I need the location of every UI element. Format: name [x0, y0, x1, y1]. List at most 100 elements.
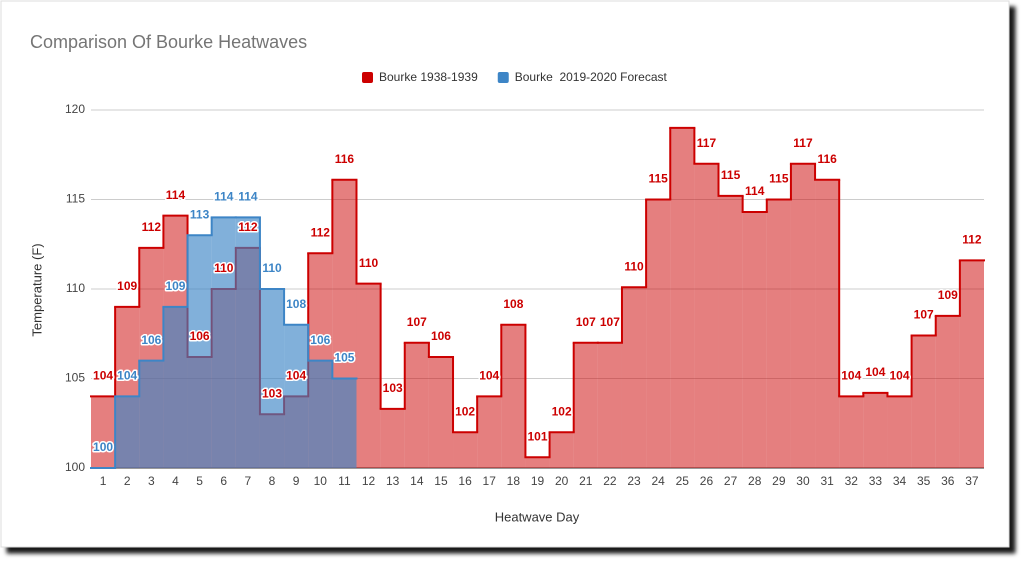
data-label: 107	[576, 315, 596, 329]
x-tick-label: 25	[676, 474, 690, 488]
step-area	[670, 127, 695, 469]
x-tick-label: 19	[531, 474, 545, 488]
data-label: 109	[117, 279, 137, 293]
x-tick-label: 18	[507, 474, 521, 488]
y-tick-label: 120	[65, 102, 85, 116]
x-tick-label: 35	[917, 474, 931, 488]
step-area	[597, 342, 622, 468]
step-area	[911, 335, 936, 468]
data-label: 112	[238, 220, 258, 234]
step-area	[211, 217, 236, 468]
data-label: 117	[697, 136, 717, 150]
data-label: 112	[962, 233, 982, 247]
x-tick-label: 17	[483, 474, 497, 488]
y-tick-label: 110	[66, 281, 85, 295]
x-tick-label: 16	[458, 474, 472, 488]
x-tick-label: 22	[603, 474, 617, 488]
data-label: 114	[166, 188, 186, 202]
legend-swatch	[362, 72, 373, 83]
x-tick-label: 20	[555, 474, 569, 488]
legend-label: Bourke 1938-1939	[379, 70, 478, 84]
data-label: 110	[624, 259, 644, 273]
data-label: 106	[190, 329, 210, 343]
data-label: 106	[310, 333, 330, 347]
data-label: 104	[117, 369, 137, 383]
x-tick-label: 15	[434, 474, 448, 488]
data-label: 116	[817, 152, 837, 166]
x-tick-label: 4	[172, 474, 179, 488]
x-tick-label: 33	[869, 474, 883, 488]
data-label: 112	[142, 220, 162, 234]
data-label: 102	[552, 404, 572, 418]
data-label: 104	[286, 369, 306, 383]
data-label: 116	[335, 152, 355, 166]
data-label: 115	[648, 172, 668, 186]
x-tick-label: 37	[965, 474, 979, 488]
step-area	[525, 457, 550, 468]
step-area	[187, 235, 212, 468]
x-tick-label: 29	[772, 474, 786, 488]
data-label: 102	[455, 404, 475, 418]
step-area	[621, 287, 647, 468]
series	[90, 216, 358, 469]
step-area	[959, 260, 984, 468]
step-area	[694, 163, 719, 468]
data-label: 115	[769, 172, 789, 186]
x-tick-label: 23	[627, 474, 641, 488]
data-label: 103	[262, 386, 282, 400]
step-area	[380, 408, 405, 468]
data-label: 107	[407, 315, 427, 329]
x-tick-label: 34	[893, 474, 907, 488]
step-area	[742, 212, 767, 468]
x-tick-label: 11	[338, 474, 351, 488]
y-axis-label: Temperature (F)	[29, 243, 44, 336]
step-area	[477, 396, 502, 468]
data-label: 114	[745, 184, 765, 198]
data-label: 108	[503, 297, 523, 311]
step-area	[308, 360, 333, 468]
x-tick-label: 32	[845, 474, 859, 488]
data-label: 100	[93, 440, 113, 454]
x-tick-label: 21	[579, 474, 593, 488]
step-area	[839, 396, 864, 468]
data-label: 105	[334, 351, 354, 365]
step-area	[404, 342, 429, 468]
step-area	[428, 357, 454, 468]
step-area	[549, 432, 574, 468]
x-tick-label: 30	[796, 474, 810, 488]
data-label: 103	[383, 381, 403, 395]
data-label: 114	[238, 190, 258, 204]
step-area	[139, 360, 164, 468]
data-label: 107	[914, 308, 934, 322]
x-tick-label: 5	[196, 474, 203, 488]
x-tick-label: 8	[269, 474, 276, 488]
data-label: 110	[214, 261, 234, 275]
x-tick-label: 31	[820, 474, 834, 488]
step-area	[766, 199, 791, 468]
x-tick-label: 3	[148, 474, 155, 488]
step-area	[935, 315, 960, 468]
x-tick-label: 28	[748, 474, 762, 488]
step-area	[259, 289, 285, 468]
step-area	[284, 324, 309, 468]
data-label: 110	[262, 261, 282, 275]
step-area	[887, 396, 912, 468]
step-area	[235, 217, 260, 468]
data-label: 104	[93, 369, 113, 383]
step-area	[863, 392, 888, 468]
data-label: 104	[479, 369, 499, 383]
x-tick-label: 14	[410, 474, 424, 488]
legend-swatch	[497, 72, 509, 83]
chart-title: Comparison Of Bourke Heatwaves	[30, 32, 307, 52]
data-label: 113	[190, 207, 210, 221]
x-axis-label: Heatwave Day	[495, 509, 580, 524]
x-tick-label: 36	[941, 474, 955, 488]
y-tick-label: 105	[65, 371, 85, 385]
step-area	[115, 396, 140, 468]
x-tick-label: 12	[362, 474, 376, 488]
data-label: 117	[793, 136, 813, 150]
data-label: 106	[431, 329, 451, 343]
data-label: 109	[165, 279, 185, 293]
data-label: 114	[214, 190, 234, 204]
